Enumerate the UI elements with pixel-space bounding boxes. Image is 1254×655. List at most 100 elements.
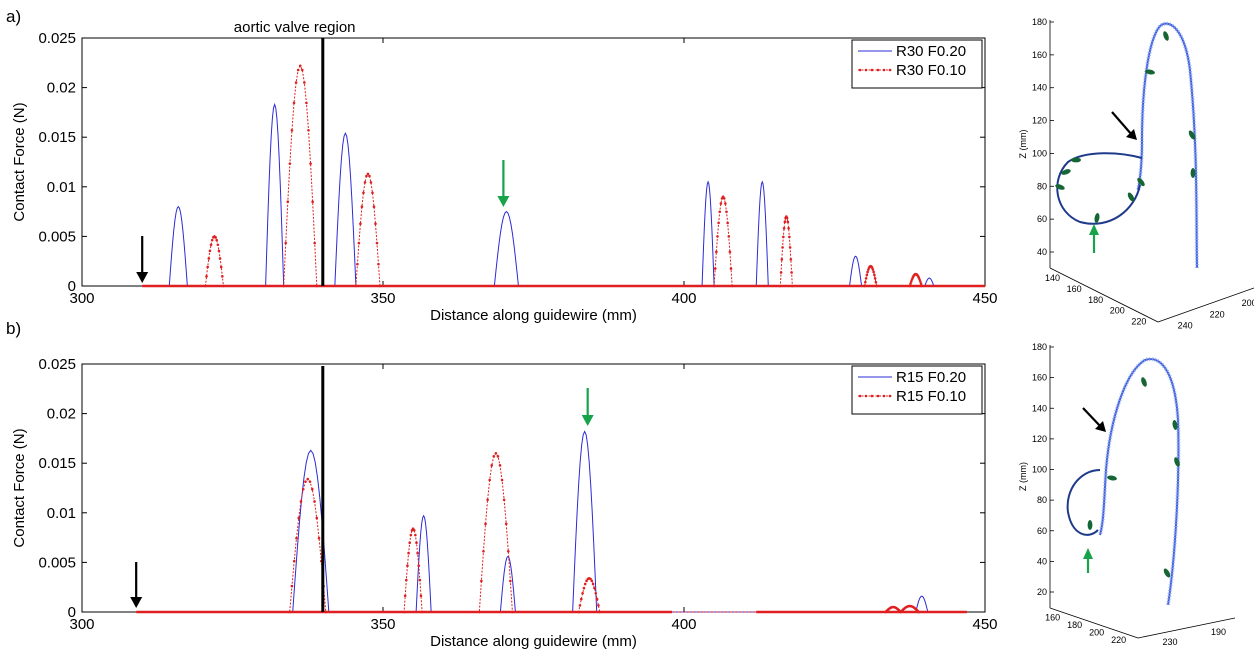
series-point <box>365 174 368 178</box>
black-arrow-head <box>136 272 149 283</box>
series-point <box>210 238 214 242</box>
series-point <box>307 128 310 132</box>
series-point <box>785 216 789 220</box>
series-point <box>494 451 498 455</box>
z-tick-label: 40 <box>1037 247 1047 257</box>
z-tick-label: 60 <box>1037 214 1047 224</box>
series-point <box>578 604 582 607</box>
legend-label: R30 F0.20 <box>896 43 966 60</box>
x-axis-label: Distance along guidewire (mm) <box>430 307 637 324</box>
series-point <box>716 235 719 238</box>
series-point <box>305 101 308 105</box>
series-point <box>779 271 783 274</box>
contact-force-arrow <box>1145 69 1155 75</box>
series-point <box>406 564 409 568</box>
y-tick-label: 0.01 <box>47 179 76 196</box>
contact-force-arrow <box>1061 169 1071 175</box>
series-point <box>866 270 869 274</box>
series-point <box>790 271 793 274</box>
plot-area <box>81 37 986 287</box>
x-axis <box>1049 607 1139 639</box>
y-tick-label: 0.02 <box>47 406 76 423</box>
z-tick-label: 180 <box>1032 342 1047 352</box>
legend-swatch-point <box>870 394 874 398</box>
x-tick-label: 400 <box>671 616 696 633</box>
black-pointer-shaft <box>1082 407 1102 428</box>
contact-force-arrow <box>1094 213 1100 223</box>
series-point <box>590 579 594 583</box>
aortic-valve-annotation: aortic valve region <box>234 19 356 36</box>
z-tick-label: 60 <box>1037 526 1047 536</box>
series-point <box>306 477 310 481</box>
series-point <box>311 200 314 204</box>
contact-force-arrow <box>1137 177 1145 187</box>
x-tick-label: 180 <box>1088 295 1103 305</box>
legend-swatch-point <box>888 68 892 72</box>
series-point <box>405 578 408 582</box>
series-point <box>786 220 790 224</box>
series-point <box>591 582 595 586</box>
panel-label-a: a) <box>6 7 21 26</box>
series-point <box>509 579 512 583</box>
series-point <box>407 551 410 555</box>
3d-view-a: 180 160 140 120 100 80 60 40 Z (mm) 140 160 180 200 2… <box>1018 17 1254 331</box>
series-point <box>208 249 212 253</box>
y-tick-label: 0.005 <box>38 554 76 571</box>
series-point <box>595 597 599 601</box>
black-pointer-head <box>1095 421 1106 432</box>
z-tick-label: 120 <box>1032 434 1047 444</box>
x-tick-label: 300 <box>69 616 94 633</box>
z-tick-label: 100 <box>1032 148 1047 158</box>
z-tick-label: 80 <box>1037 181 1047 191</box>
black-pointer-shaft <box>1111 111 1133 136</box>
series-point <box>295 536 298 540</box>
guidewire-loop <box>1056 152 1143 225</box>
y-tick-label: 240 <box>1178 321 1193 331</box>
series-point <box>374 222 377 226</box>
series-point <box>297 516 301 520</box>
z-tick-label: 140 <box>1032 83 1047 93</box>
y-axis <box>1137 617 1236 639</box>
y-tick-label: 0.01 <box>47 505 76 522</box>
y-tick-label: 190 <box>1211 627 1226 637</box>
series-point <box>504 522 508 526</box>
x-tick-label: 350 <box>370 290 395 307</box>
series-point <box>207 257 211 260</box>
series-point <box>412 528 416 532</box>
z-tick-label: 120 <box>1032 116 1047 126</box>
series-point <box>313 241 317 245</box>
series-point <box>727 235 731 238</box>
legend-swatch-point <box>864 394 868 398</box>
series-point <box>874 280 878 284</box>
series-point <box>419 594 423 598</box>
guidewire-loop <box>1066 469 1101 536</box>
x-tick-label: 300 <box>69 290 94 307</box>
series-point <box>360 205 364 209</box>
series-point <box>317 536 321 540</box>
black-arrow-head <box>130 597 143 608</box>
series-point <box>292 559 296 563</box>
series-point <box>490 464 494 467</box>
z-axis-label: Z (mm) <box>1018 130 1028 159</box>
series-point <box>789 258 793 261</box>
y-axis-label: Contact Force (N) <box>11 428 28 547</box>
series-point <box>581 591 584 595</box>
series-point <box>304 480 307 483</box>
series-point <box>217 249 221 253</box>
x-tick-label: 220 <box>1111 635 1126 645</box>
legend: R30 F0.20 R30 F0.10 <box>851 39 983 89</box>
contact-force-arrow <box>1163 31 1169 41</box>
legend-swatch-point <box>858 68 862 72</box>
series-point <box>715 250 718 254</box>
series-point <box>366 172 370 176</box>
series-point <box>310 487 314 491</box>
series-point <box>219 265 223 269</box>
legend-box <box>851 39 983 89</box>
series-point <box>309 162 312 165</box>
series-point <box>363 181 367 184</box>
series-point <box>724 202 727 205</box>
series-point <box>500 478 504 482</box>
series-point <box>579 597 583 601</box>
series-point <box>482 549 485 553</box>
series-point <box>415 541 418 545</box>
